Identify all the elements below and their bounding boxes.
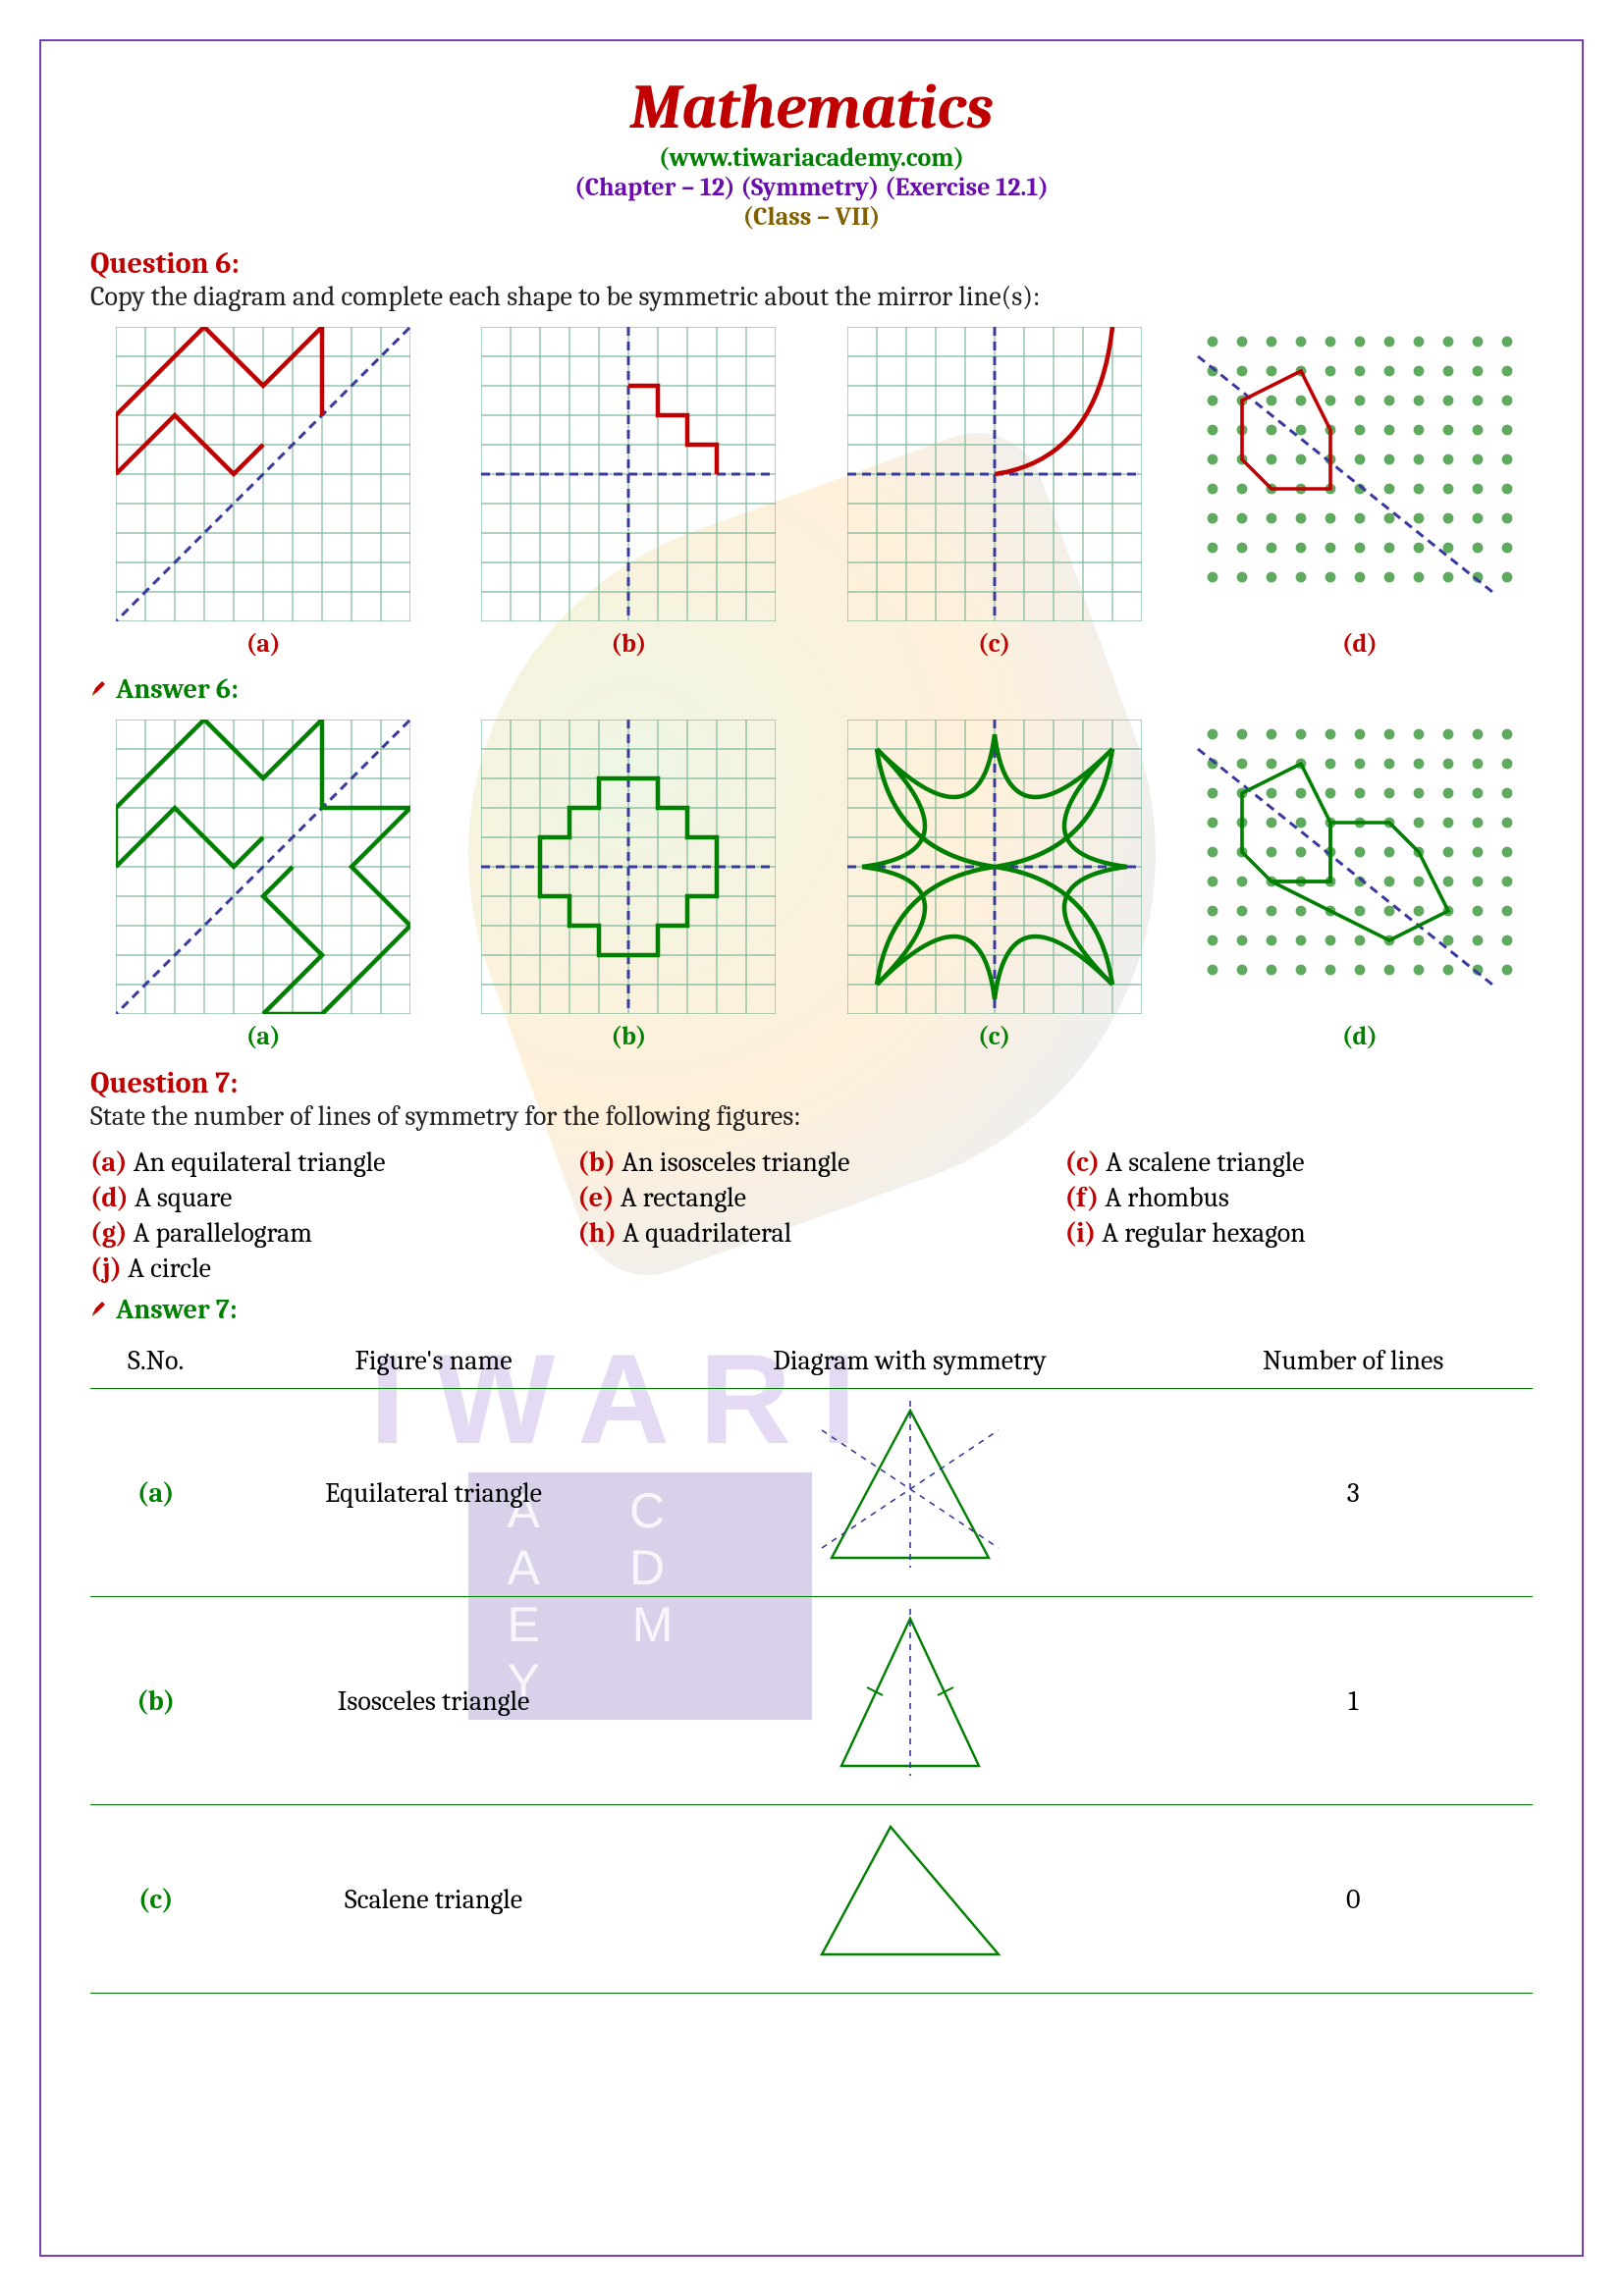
q6-fig-a-label: (a) <box>90 629 436 659</box>
q7-item-a: (a) An equilateral triangle <box>90 1147 558 1178</box>
q6-label: Question 6: <box>90 246 1533 281</box>
q7-answer-label: Answer 7: <box>90 1294 1533 1325</box>
table-row: (b) Isosceles triangle 1 <box>90 1597 1533 1805</box>
cell-diagram <box>646 1597 1174 1805</box>
subtitle: (www.tiwariacademy.com) <box>90 143 1533 173</box>
q6-ans-c-label: (c) <box>822 1022 1167 1051</box>
q6-fig-c-label: (c) <box>822 629 1167 659</box>
class-line: (Class – VII) <box>90 202 1533 232</box>
table-header-row: S.No. Figure's name Diagram with symmetr… <box>90 1333 1533 1389</box>
q6-fig-c: (c) <box>822 327 1167 659</box>
q7-item-d: (d) A square <box>90 1182 558 1213</box>
pencil-icon <box>90 678 110 698</box>
q6-fig-a: (a) <box>90 327 436 659</box>
q6-answer-label: Answer 6: <box>90 673 1533 705</box>
q6-ans-d: (d) <box>1187 720 1533 1051</box>
q6-ans-b-label: (b) <box>456 1022 801 1051</box>
cell-sno: (c) <box>90 1805 221 1994</box>
cell-diagram <box>646 1389 1174 1597</box>
q7-text: State the number of lines of symmetry fo… <box>90 1100 1533 1132</box>
table-row: (c) Scalene triangle 0 <box>90 1805 1533 1994</box>
cell-lines: 3 <box>1173 1389 1533 1597</box>
q7-item-i: (i) A regular hexagon <box>1065 1217 1533 1249</box>
q7-list: (a) An equilateral triangle (b) An isosc… <box>90 1147 1533 1284</box>
q6-answer-figures: (a) (b) <box>90 720 1533 1051</box>
q7-item-g: (g) A parallelogram <box>90 1217 558 1249</box>
th-sno: S.No. <box>90 1333 221 1389</box>
q7-item-j: (j) A circle <box>90 1253 558 1284</box>
th-name: Figure's name <box>221 1333 645 1389</box>
q6-text: Copy the diagram and complete each shape… <box>90 281 1533 312</box>
q7-item-c: (c) A scalene triangle <box>1065 1147 1533 1178</box>
q6-ans-d-label: (d) <box>1187 1022 1533 1051</box>
q6-fig-d: (d) <box>1187 327 1533 659</box>
cell-diagram <box>646 1805 1174 1994</box>
q7-table: S.No. Figure's name Diagram with symmetr… <box>90 1333 1533 1994</box>
table-row: (a) Equilateral triangle 3 <box>90 1389 1533 1597</box>
cell-name: Isosceles triangle <box>221 1597 645 1805</box>
q6-ans-b: (b) <box>456 720 801 1051</box>
cell-lines: 1 <box>1173 1597 1533 1805</box>
th-diagram: Diagram with symmetry <box>646 1333 1174 1389</box>
cell-sno: (b) <box>90 1597 221 1805</box>
q6-ans-a: (a) <box>90 720 436 1051</box>
q7-item-b: (b) An isosceles triangle <box>577 1147 1045 1178</box>
cell-name: Scalene triangle <box>221 1805 645 1994</box>
q6-ans-c: (c) <box>822 720 1167 1051</box>
q7-label: Question 7: <box>90 1066 1533 1100</box>
pencil-icon <box>90 1299 110 1318</box>
q6-ans-a-label: (a) <box>90 1022 436 1051</box>
cell-lines: 0 <box>1173 1805 1533 1994</box>
q6-fig-b: (b) <box>456 327 801 659</box>
th-lines: Number of lines <box>1173 1333 1533 1389</box>
page-title: Mathematics <box>90 71 1533 143</box>
cell-sno: (a) <box>90 1389 221 1597</box>
q6-fig-d-label: (d) <box>1187 629 1533 659</box>
q6-fig-b-label: (b) <box>456 629 801 659</box>
q7-item-e: (e) A rectangle <box>577 1182 1045 1213</box>
chapter-line: (Chapter – 12) (Symmetry) (Exercise 12.1… <box>90 173 1533 202</box>
cell-name: Equilateral triangle <box>221 1389 645 1597</box>
q6-question-figures: (a) (b) <box>90 327 1533 659</box>
q7-item-h: (h) A quadrilateral <box>577 1217 1045 1249</box>
q7-item-f: (f) A rhombus <box>1065 1182 1533 1213</box>
